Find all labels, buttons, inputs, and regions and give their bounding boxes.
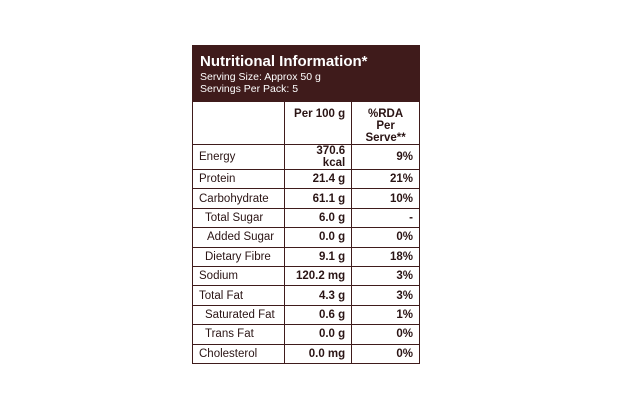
servings-per-pack: Servings Per Pack: 5 [200,83,299,95]
rda-value: 3% [351,265,419,287]
table-row: Added Sugar 0.0 g 0% [193,227,419,248]
per-100g-value: 61.1 g [283,188,353,209]
rda-value: - [351,207,419,229]
table-row: Total Sugar 6.0 g - [193,207,419,229]
nutrient-name: Saturated Fat [193,304,285,326]
rda-value: 0% [351,227,419,248]
header-per-100g: Per 100 g [283,102,353,145]
serving-size: Serving Size: Approx 50 g [200,71,321,83]
per-100g-value: 120.2 mg [283,265,353,287]
per-100g-value: 0.0 g [283,227,353,248]
rda-value: 21% [351,168,419,190]
rda-value: 3% [351,285,419,306]
table-row: Saturated Fat 0.6 g 1% [193,304,419,326]
header-nutrient [193,102,285,145]
per-100g-value: 0.0 g [283,324,353,345]
nutrient-name: Total Sugar [193,207,285,229]
nutrient-name: Sodium [193,265,285,287]
nutrition-header: Nutritional Information* Serving Size: A… [193,46,419,102]
nutrient-name: Added Sugar [193,227,285,248]
rda-value: 9% [351,144,419,170]
per-100g-value: 6.0 g [283,207,353,229]
per-100g-value: 0.6 g [283,304,353,326]
nutrient-name: Total Fat [193,285,285,306]
rda-value: 10% [351,188,419,209]
nutrient-name: Carbohydrate [193,188,285,209]
per-100g-value: 4.3 g [283,285,353,306]
nutrient-name: Protein [193,168,285,190]
table-row: Carbohydrate 61.1 g 10% [193,188,419,209]
rda-value: 18% [351,246,419,267]
rda-value: 1% [351,304,419,326]
table-row: Total Fat 4.3 g 3% [193,285,419,306]
nutrition-table: Per 100 g %RDA Per Serve** Energy 370.6 … [193,102,419,364]
nutrition-title: Nutritional Information* [200,53,368,70]
nutrient-name: Cholesterol [193,343,285,364]
table-row: Energy 370.6 kcal 9% [193,144,419,170]
per-100g-value: 21.4 g [283,168,353,190]
nutrition-panel: Nutritional Information* Serving Size: A… [192,45,420,365]
table-header-row: Per 100 g %RDA Per Serve** [193,102,419,145]
per-100g-value: 370.6 kcal [283,144,353,170]
rda-value: 0% [351,343,419,364]
per-100g-value: 0.0 mg [283,343,353,364]
table-row: Trans Fat 0.0 g 0% [193,324,419,345]
per-100g-value: 9.1 g [283,246,353,267]
nutrient-name: Dietary Fibre [193,246,285,267]
rda-value: 0% [351,324,419,345]
nutrient-name: Trans Fat [193,324,285,345]
table-row: Dietary Fibre 9.1 g 18% [193,246,419,267]
header-rda: %RDA Per Serve** [351,102,419,145]
table-row: Protein 21.4 g 21% [193,168,419,190]
table-row: Cholesterol 0.0 mg 0% [193,343,419,364]
nutrient-name: Energy [193,144,285,170]
table-row: Sodium 120.2 mg 3% [193,265,419,287]
